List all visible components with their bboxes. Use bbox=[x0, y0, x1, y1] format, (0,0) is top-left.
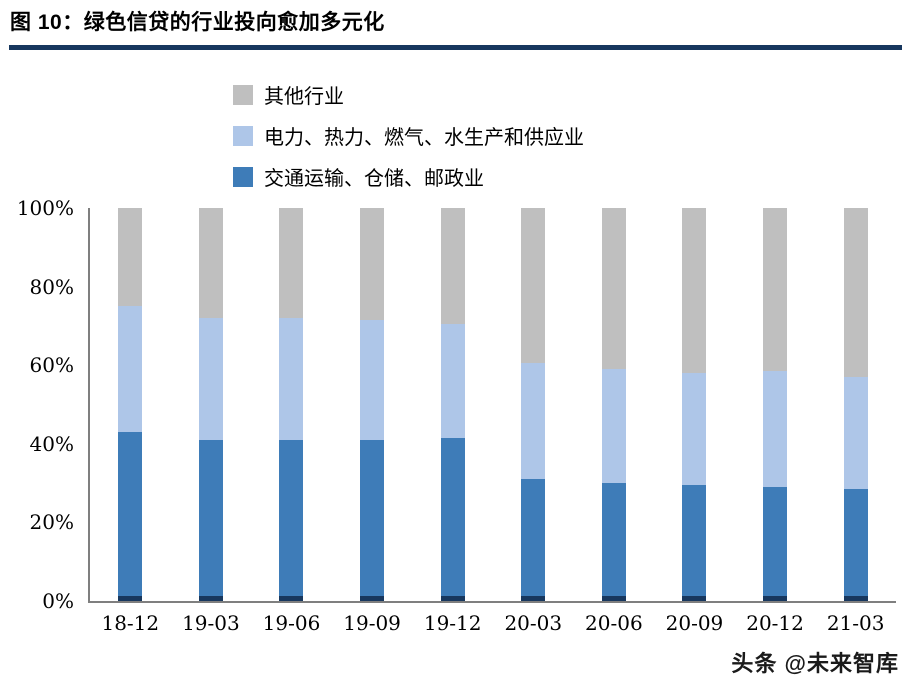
bar-base-accent bbox=[118, 596, 143, 601]
bar-column: 21-03 bbox=[815, 208, 896, 635]
x-axis-label: 19-09 bbox=[343, 611, 401, 635]
stacked-bar bbox=[682, 208, 707, 601]
plot-area: 18-12 19-03 19-06 19-09 19-12 20-03 20-06 20-09… bbox=[88, 208, 896, 635]
bar-base-accent bbox=[360, 596, 385, 601]
bar-segment bbox=[763, 487, 788, 601]
x-axis-label: 20-09 bbox=[665, 611, 724, 635]
bar-segment bbox=[440, 437, 465, 601]
bar-column: 18-12 bbox=[90, 208, 171, 635]
bar-segment bbox=[682, 208, 707, 374]
bar-segment bbox=[843, 489, 868, 601]
bar-segment bbox=[521, 479, 546, 601]
stacked-bar bbox=[601, 208, 626, 601]
y-axis-tick-label: 100% bbox=[16, 196, 74, 220]
legend-label: 交通运输、仓储、邮政业 bbox=[264, 166, 484, 190]
bar-base-accent bbox=[279, 596, 304, 601]
y-axis-tick-label: 40% bbox=[29, 431, 74, 456]
x-axis-label: 20-06 bbox=[585, 611, 643, 635]
x-axis-label: 18-12 bbox=[101, 611, 160, 635]
bar-column: 20-03 bbox=[493, 208, 574, 635]
x-axis-label: 20-12 bbox=[746, 611, 804, 635]
y-axis-tick-label: 60% bbox=[29, 353, 74, 378]
bar-base-accent bbox=[440, 596, 465, 601]
bar-segment bbox=[601, 369, 626, 484]
y-axis-tick-label: 20% bbox=[29, 510, 74, 535]
bar-segment bbox=[360, 439, 385, 601]
y-axis-tick-label: 80% bbox=[29, 274, 74, 299]
legend-swatch bbox=[233, 84, 253, 105]
bar-segment bbox=[440, 323, 465, 438]
bar-base-accent bbox=[521, 596, 546, 601]
bar-segment bbox=[360, 320, 385, 440]
bar-base-accent bbox=[843, 596, 868, 601]
legend-swatch bbox=[233, 166, 253, 187]
x-axis-label: 21-03 bbox=[826, 611, 885, 635]
bar-segment bbox=[279, 318, 304, 440]
bar-segment bbox=[118, 432, 143, 601]
figure-header: 图 10：绿色信贷的行业投向愈加多元化 bbox=[0, 0, 911, 50]
bar-segment bbox=[360, 208, 385, 321]
legend-item: 交通运输、仓储、邮政业 bbox=[233, 162, 584, 191]
bar-segment bbox=[521, 208, 546, 364]
stacked-bar bbox=[440, 208, 465, 601]
bar-column: 19-09 bbox=[332, 208, 413, 635]
legend: 其他行业电力、热力、燃气、水生产和供应业 交通运输、仓储、邮政业 bbox=[233, 80, 584, 203]
bar-segment bbox=[198, 318, 223, 440]
bar-column: 19-12 bbox=[412, 208, 493, 635]
legend-swatch bbox=[233, 125, 253, 146]
bar-column: 19-03 bbox=[171, 208, 252, 635]
bar-base-accent bbox=[763, 596, 788, 601]
x-axis-label: 19-03 bbox=[182, 611, 240, 635]
stacked-bar bbox=[279, 208, 304, 601]
bar-segment bbox=[763, 371, 788, 488]
stacked-bar bbox=[118, 208, 143, 601]
bar-segment bbox=[763, 208, 788, 372]
y-axis-labels: 100% 80% 60% 40% 20% 0% bbox=[0, 196, 80, 613]
bar-segment bbox=[682, 373, 707, 486]
figure-title: 图 10：绿色信贷的行业投向愈加多元化 bbox=[10, 11, 385, 34]
legend-label: 其他行业 bbox=[264, 84, 344, 108]
bar-segment bbox=[279, 208, 304, 319]
bar-segment bbox=[279, 439, 304, 601]
stacked-bar bbox=[521, 208, 546, 601]
bar-column: 20-09 bbox=[654, 208, 735, 635]
bar-segment bbox=[198, 439, 223, 601]
watermark: 头条 @未来智库 bbox=[731, 651, 899, 676]
bar-segment bbox=[601, 208, 626, 370]
y-axis-tick-label: 0% bbox=[42, 589, 74, 613]
bar-segment bbox=[843, 208, 868, 377]
bar-segment bbox=[843, 377, 868, 489]
bar-segment bbox=[682, 485, 707, 601]
stacked-bar bbox=[843, 208, 868, 601]
bar-base-accent bbox=[682, 596, 707, 601]
stacked-bar bbox=[763, 208, 788, 601]
legend-item: 电力、热力、燃气、水生产和供应业 bbox=[233, 121, 584, 150]
bar-segment bbox=[118, 208, 143, 307]
stacked-bar bbox=[360, 208, 385, 601]
bar-segment bbox=[601, 483, 626, 601]
bar-column: 20-06 bbox=[574, 208, 655, 635]
bar-segment bbox=[198, 208, 223, 319]
legend-label: 电力、热力、燃气、水生产和供应业 bbox=[264, 125, 584, 149]
bar-segment bbox=[521, 363, 546, 480]
bar-base-accent bbox=[198, 596, 223, 601]
x-axis-label: 19-06 bbox=[262, 611, 321, 635]
legend-item: 其他行业 bbox=[233, 80, 584, 109]
title-rule bbox=[9, 45, 902, 50]
stacked-bar bbox=[198, 208, 223, 601]
x-axis-label: 19-12 bbox=[423, 611, 482, 635]
bar-segment bbox=[440, 208, 465, 324]
x-axis-label: 20-03 bbox=[504, 611, 563, 635]
bar-column: 20-12 bbox=[735, 208, 816, 635]
bar-column: 19-06 bbox=[251, 208, 332, 635]
bar-base-accent bbox=[601, 596, 626, 601]
bar-segment bbox=[118, 306, 143, 433]
